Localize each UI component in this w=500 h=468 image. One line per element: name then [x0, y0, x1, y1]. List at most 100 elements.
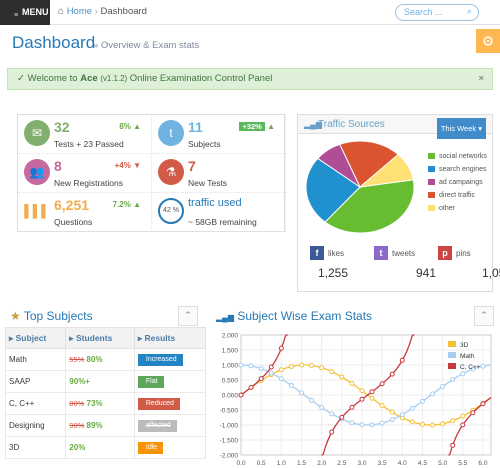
- result-label: Idle: [137, 441, 164, 454]
- exam-stats-header: ▂▄▆ Subject Wise Exam Stats: [216, 309, 372, 323]
- x-tick-label: 1.0: [277, 460, 286, 467]
- col-subject: ▸ Subject: [4, 327, 67, 349]
- signal-icon: ▂▄▆: [216, 313, 234, 322]
- comments-icon: ✉: [24, 120, 50, 146]
- data-point: [258, 366, 264, 372]
- data-point: [319, 365, 325, 371]
- arrow-up-icon: ▲: [130, 200, 141, 209]
- arrow-down-icon: ▼: [130, 161, 141, 170]
- search-icon: ⌕: [466, 6, 472, 16]
- data-point: [298, 390, 304, 396]
- data-point: [339, 374, 345, 380]
- twitter-icon: t: [158, 120, 184, 146]
- data-point: [268, 364, 274, 370]
- legend-label: 3D: [460, 342, 469, 349]
- data-point: [460, 371, 466, 377]
- infobox-badge: +32% ▲: [239, 122, 275, 131]
- data-point: [248, 363, 254, 369]
- traffic-title: Traffic Sources: [318, 119, 385, 130]
- data-point: [470, 366, 476, 372]
- legend-label: C, C++: [460, 364, 481, 371]
- menu-button[interactable]: ≡ MENU: [0, 0, 50, 25]
- week-label: This Week: [440, 124, 477, 133]
- data-point: [288, 383, 294, 389]
- x-tick-label: 5.5: [458, 460, 467, 467]
- data-point: [278, 345, 284, 351]
- search-input[interactable]: Search ... ⌕: [395, 4, 479, 21]
- y-tick-label: -2.000: [220, 453, 239, 460]
- x-tick-label: 1.5: [297, 460, 306, 467]
- data-point: [389, 371, 395, 377]
- legend-label: Math: [460, 353, 475, 360]
- data-point: [470, 410, 476, 416]
- data-point: [339, 414, 345, 420]
- infobox-label: New Registrations: [54, 178, 123, 188]
- pie-slice: [324, 179, 415, 234]
- x-tick-label: 2.5: [337, 460, 346, 467]
- social-tweets: t tweets 941: [374, 246, 436, 280]
- x-tick-label: 0.5: [257, 460, 266, 467]
- infobox: ⚗ 7 New Tests: [152, 154, 286, 193]
- data-point: [450, 418, 456, 424]
- legend-swatch: [448, 352, 456, 358]
- top-navbar: ≡ MENU ⌂ Home › Dashboard Search ... ⌕: [0, 0, 500, 25]
- infobox-label: Tests + 23 Passed: [54, 139, 124, 149]
- users-icon: 👥: [24, 159, 50, 185]
- legend-item: social networks: [428, 153, 487, 160]
- pie-slice: [305, 157, 361, 223]
- breadcrumb-current: Dashboard: [100, 6, 147, 17]
- tile-title: Downloads: [219, 249, 268, 259]
- collapse-subjects-button[interactable]: ⌃: [178, 306, 198, 326]
- infobox-badge: 7.2% ▲: [112, 200, 141, 209]
- data-point: [278, 376, 284, 382]
- tile-question-completion: 61 % Question Completion: [20, 244, 101, 275]
- legend-item: direct traffic: [428, 192, 475, 199]
- menu-icon: ≡: [14, 12, 19, 19]
- infobox-number: 7: [188, 158, 196, 174]
- infobox-number: 6,251: [54, 197, 90, 213]
- infobox-number: 32: [54, 119, 70, 135]
- data-point: [379, 420, 385, 426]
- data-point: [379, 381, 385, 387]
- data-point: [268, 370, 274, 376]
- breadcrumb-home[interactable]: Home: [66, 6, 93, 17]
- infobox: t 11 Subjects +32% ▲: [152, 115, 286, 154]
- signal-icon: ▂▄▆: [304, 120, 322, 129]
- data-point: [329, 411, 335, 417]
- tile-title: Test Fees: [135, 249, 176, 259]
- arrow-up-icon: ▲: [130, 122, 141, 131]
- alert-message: Online Examination Control Panel: [129, 73, 273, 84]
- data-point: [309, 397, 315, 403]
- col-results: ▸ Results: [133, 327, 207, 349]
- exam-stats-title: Subject Wise Exam Stats: [237, 309, 373, 323]
- col-students: ▸ Students: [65, 327, 135, 349]
- data-point: [399, 412, 405, 418]
- data-point: [419, 421, 425, 427]
- y-tick-label: -1.000: [220, 423, 239, 430]
- home-icon: ⌂: [58, 6, 65, 17]
- pie-slice: [339, 140, 399, 188]
- alert-close-button[interactable]: ×: [478, 73, 484, 84]
- settings-gear-icon[interactable]: ⚙: [476, 29, 500, 53]
- traffic-header: ▂▄▆ Traffic Sources This Week ▾: [298, 115, 492, 139]
- data-point: [430, 422, 436, 428]
- menu-label: MENU: [22, 7, 49, 17]
- data-point: [480, 363, 486, 369]
- result-label: Flat: [137, 375, 164, 388]
- breadcrumb: ⌂ Home › Dashboard: [58, 5, 147, 19]
- flask-icon: ⚗: [158, 159, 184, 185]
- infobox: 👥 8 New Registrations +4% ▼: [18, 154, 152, 193]
- data-point: [349, 420, 355, 426]
- x-tick-label: 3.0: [357, 460, 366, 467]
- data-point: [359, 388, 365, 394]
- collapse-exam-stats-button[interactable]: ⌃: [474, 306, 494, 326]
- x-tick-label: 2.0: [317, 460, 326, 467]
- breadcrumb-separator: ›: [94, 6, 98, 17]
- infobox: ✉ 32 Tests + 23 Passed 8% ▲: [18, 115, 152, 154]
- week-dropdown[interactable]: This Week ▾: [436, 118, 486, 139]
- tile-title: Question: [52, 249, 92, 259]
- infobox-number: 8: [54, 158, 62, 174]
- legend-swatch: [448, 363, 456, 369]
- infobox-label: Questions: [54, 217, 93, 227]
- legend-swatch: [428, 205, 435, 212]
